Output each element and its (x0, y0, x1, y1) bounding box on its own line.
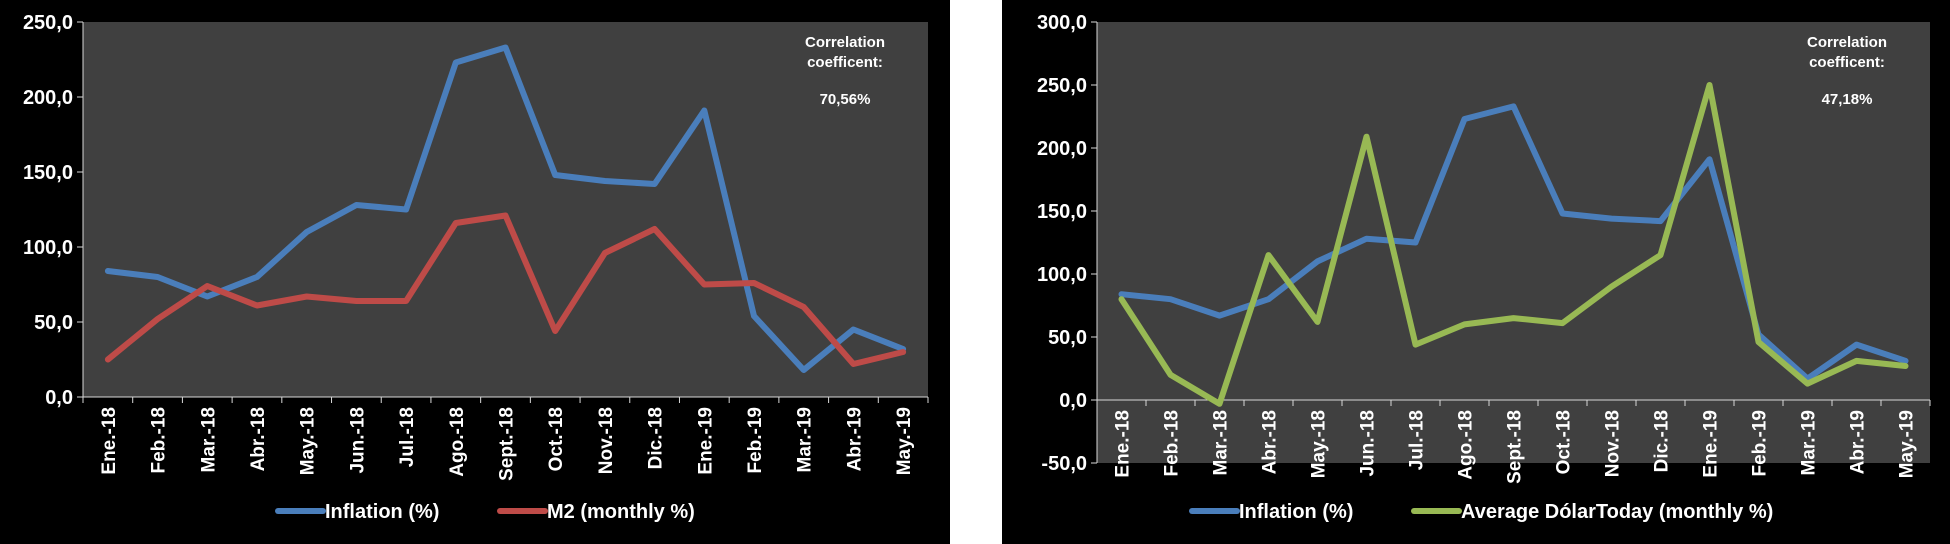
correlation-label: coefficent: (807, 54, 883, 71)
y-tick-label: 300,0 (1037, 12, 1087, 34)
x-tick-label: Abr.-18 (248, 407, 269, 471)
x-tick-label: Nov.-18 (1603, 410, 1624, 477)
y-tick-label: 250,0 (1037, 75, 1087, 97)
correlation-label: Correlation (1807, 34, 1887, 51)
y-tick-label: 0,0 (45, 387, 73, 409)
legend-label: Inflation (%) (1239, 501, 1353, 523)
x-tick-label: Dic.-18 (1652, 410, 1673, 472)
x-tick-label: Oct.-18 (1554, 410, 1575, 474)
legend-label: M2 (monthly %) (547, 501, 695, 523)
correlation-value: 47,18% (1822, 91, 1873, 108)
x-tick-label: May.-19 (894, 407, 915, 475)
legend-label: Inflation (%) (325, 501, 439, 523)
x-tick-label: Mar.-19 (1799, 410, 1820, 475)
y-tick-label: 100,0 (23, 237, 73, 259)
series-line (1118, 82, 1909, 407)
y-tick-label: 200,0 (1037, 138, 1087, 160)
y-tick-label: 50,0 (1048, 327, 1087, 349)
series-line (104, 212, 907, 367)
x-tick-label: Jul.-18 (397, 407, 418, 467)
x-tick-label: Feb.-18 (1162, 410, 1183, 477)
x-tick-label: Jun.-18 (1358, 410, 1379, 477)
x-tick-label: Ago.-18 (447, 407, 468, 477)
x-tick-label: Feb.-18 (149, 407, 170, 474)
y-tick-label: -50,0 (1041, 453, 1087, 475)
x-tick-label: Jun.-18 (347, 407, 368, 474)
y-tick-label: 200,0 (23, 87, 73, 109)
x-tick-label: Abr.-18 (1260, 410, 1281, 474)
legend-label: Average DólarToday (monthly %) (1461, 501, 1773, 523)
correlation-value: 70,56% (820, 91, 871, 108)
x-tick-label: Dic.-18 (646, 407, 667, 469)
x-tick-label: Sept.-18 (1505, 410, 1526, 484)
x-tick-label: Mar.-18 (1211, 410, 1232, 475)
correlation-label: Correlation (805, 34, 885, 51)
x-tick-label: Ene.-19 (1701, 410, 1722, 478)
x-tick-label: Ago.-18 (1456, 410, 1477, 480)
chart-left-panel: 0,0 50,0 100,0 150,0 200,0 250,0 Ene.-18 Feb.-1… (0, 0, 950, 544)
y-tick-label: 150,0 (1037, 201, 1087, 223)
chart-right-panel: -50,0 0,0 50,0 100,0 150,0 200,0 250,0 300,0 Ene… (1002, 0, 1950, 544)
x-tick-label: May.-18 (1309, 410, 1330, 478)
series-line (104, 44, 907, 373)
x-tick-label: Mar.-18 (198, 407, 219, 472)
chart-left: 0,0 50,0 100,0 150,0 200,0 250,0 Ene.-18 Feb.-1… (23, 12, 929, 523)
x-tick-label: Nov.-18 (596, 407, 617, 474)
x-tick-label: Ene.-19 (695, 407, 716, 475)
y-tick-label: 0,0 (1059, 390, 1087, 412)
x-tick-label: Mar.-19 (795, 407, 816, 472)
x-tick-label: Oct.-18 (546, 407, 567, 471)
x-tick-label: Feb.-19 (1750, 410, 1771, 477)
y-tick-label: 150,0 (23, 162, 73, 184)
x-tick-label: Sept.-18 (497, 407, 518, 481)
y-tick-label: 100,0 (1037, 264, 1087, 286)
correlation-label: coefficent: (1809, 54, 1885, 71)
plot-area (1097, 22, 1930, 463)
x-tick-label: Ene.-18 (1113, 410, 1134, 478)
x-tick-label: Ene.-18 (99, 407, 120, 475)
plot-area (83, 22, 928, 397)
x-tick-label: Abr.-19 (844, 407, 865, 471)
y-tick-label: 50,0 (34, 312, 73, 334)
x-tick-label: Abr.-19 (1848, 410, 1869, 474)
x-tick-label: May.-18 (298, 407, 319, 475)
x-tick-label: May.-19 (1897, 410, 1918, 478)
x-tick-label: Feb.-19 (745, 407, 766, 474)
chart-right: -50,0 0,0 50,0 100,0 150,0 200,0 250,0 300,0 Ene… (1037, 12, 1931, 523)
x-tick-label: Jul.-18 (1407, 410, 1428, 470)
y-tick-label: 250,0 (23, 12, 73, 34)
